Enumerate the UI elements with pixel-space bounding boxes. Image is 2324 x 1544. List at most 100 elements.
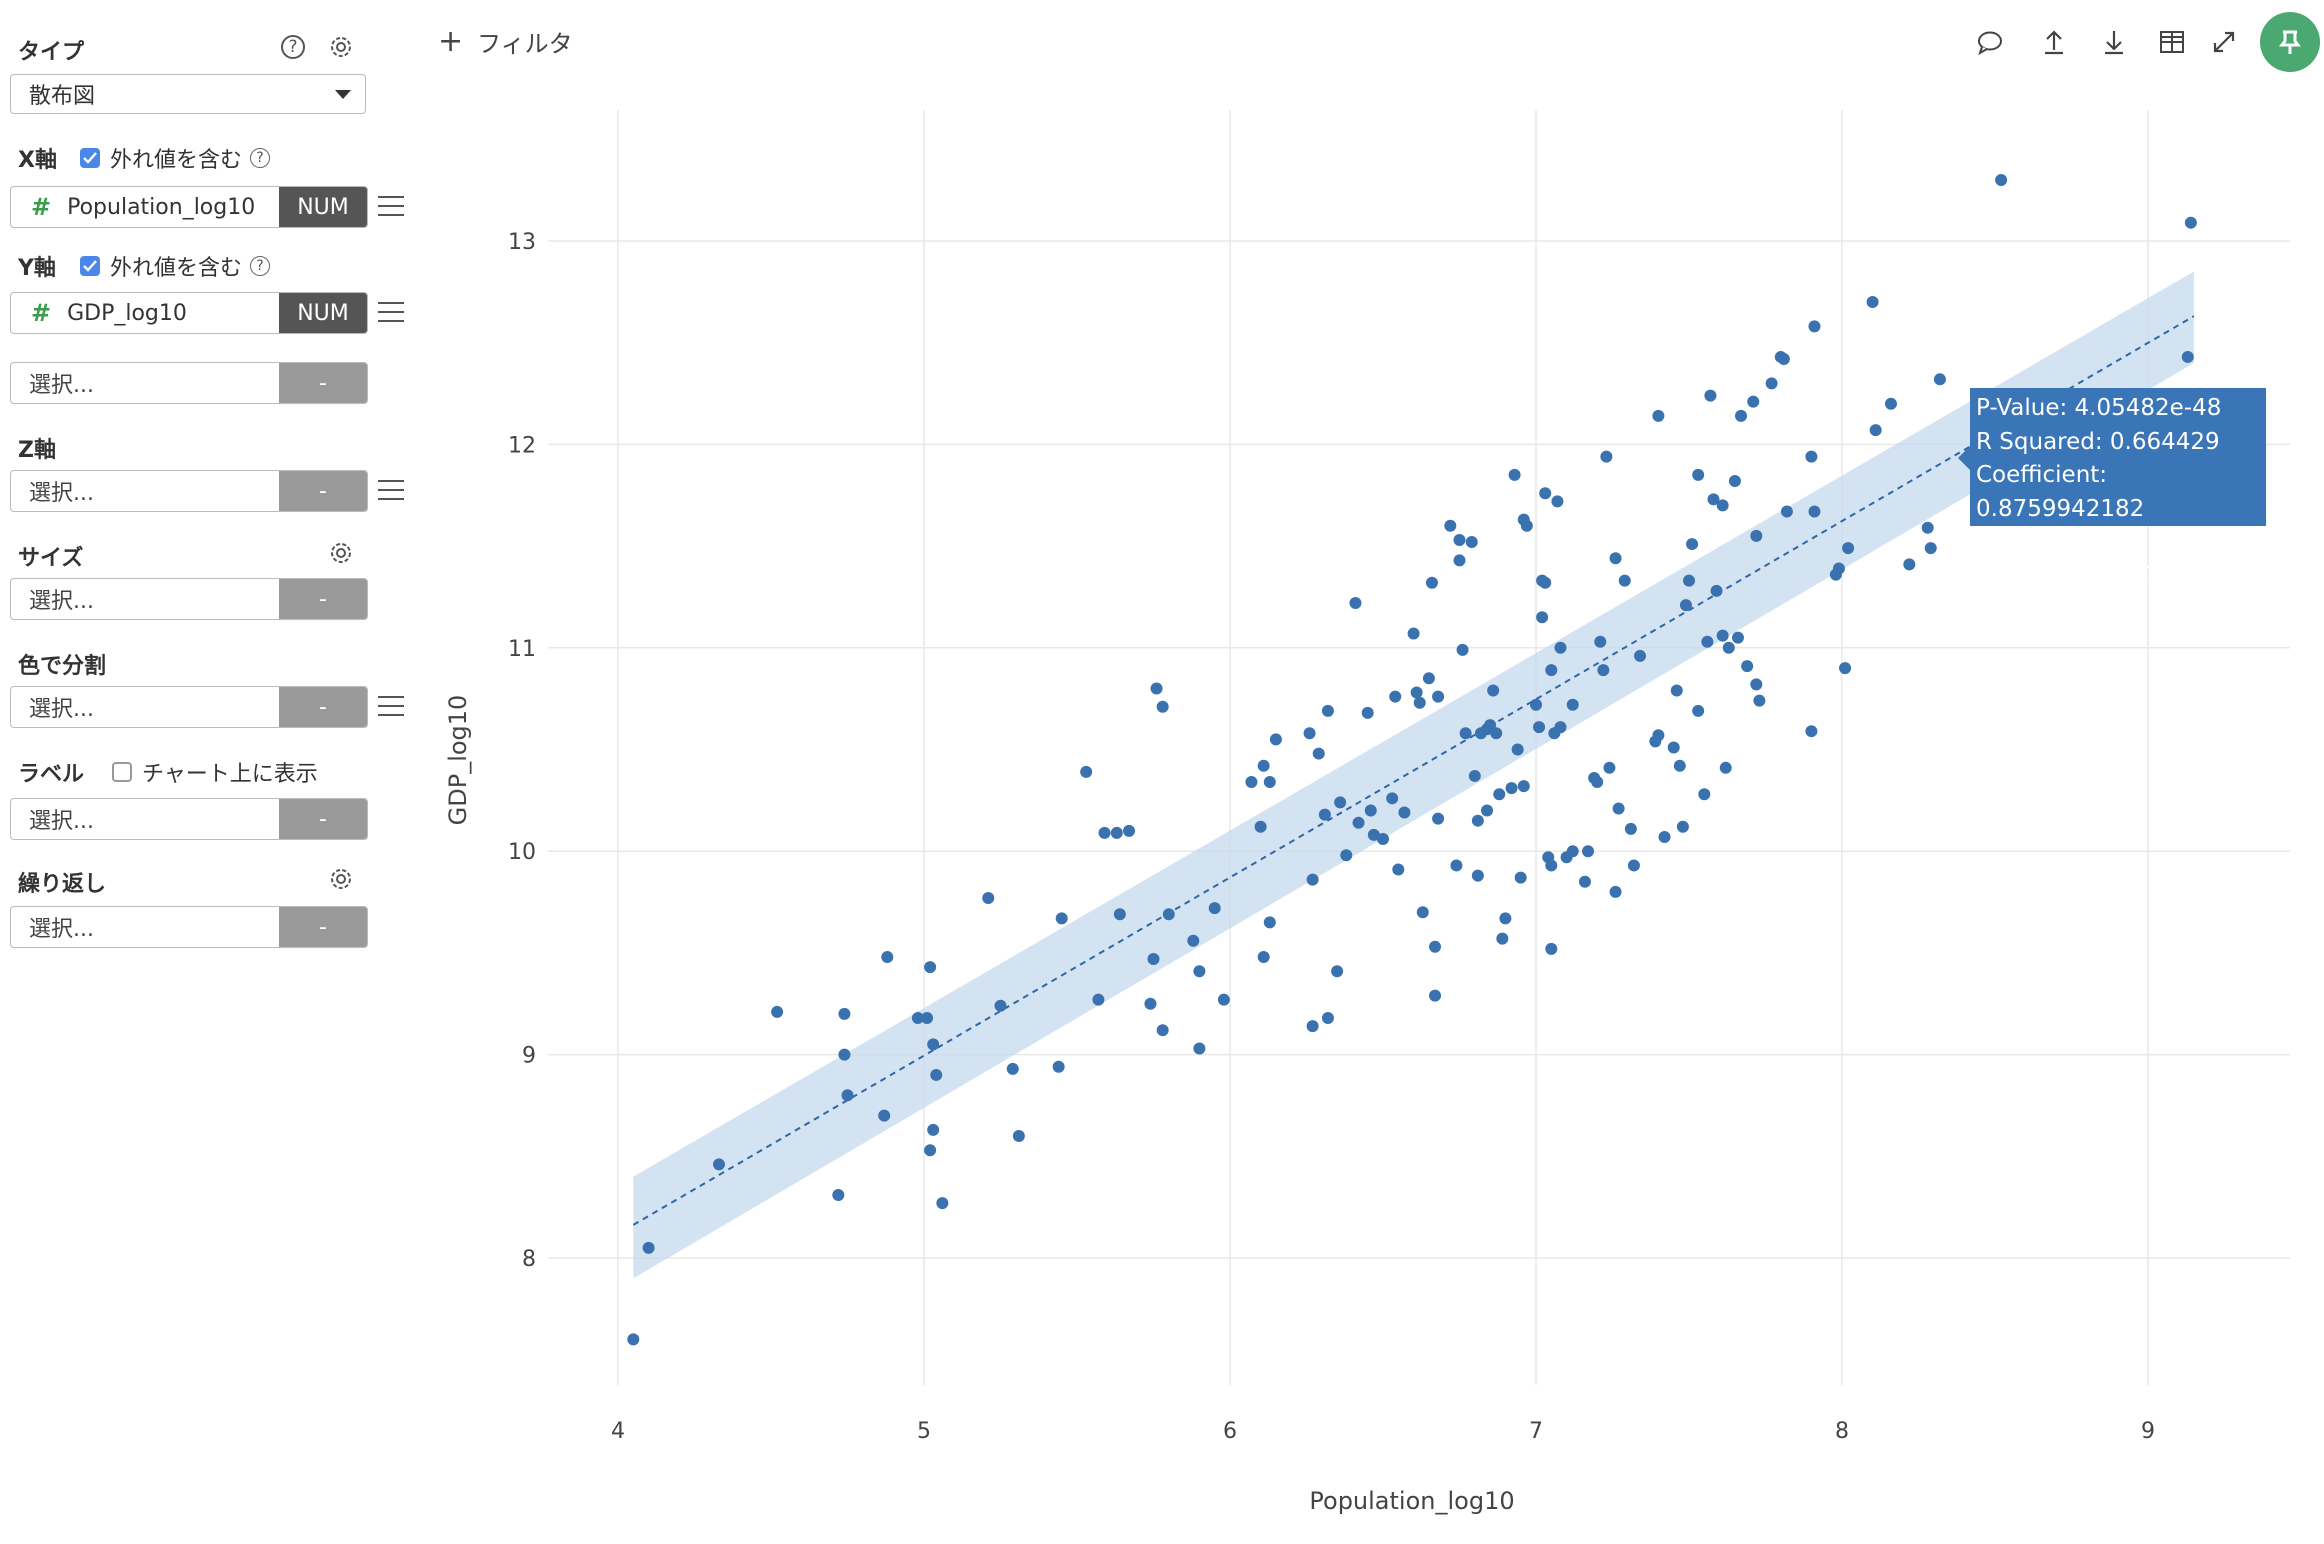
scatter-point[interactable] [1263, 916, 1276, 929]
scatter-point[interactable] [838, 1048, 851, 1061]
scatter-point[interactable] [1471, 814, 1484, 827]
scatter-point[interactable] [1006, 1062, 1019, 1075]
scatter-point[interactable] [1554, 721, 1567, 734]
scatter-point[interactable] [1603, 761, 1616, 774]
color-split-field[interactable]: 選択... - [10, 686, 368, 728]
scatter-point[interactable] [994, 999, 1007, 1012]
scatter-point[interactable] [1413, 696, 1426, 709]
hamburger-menu-icon[interactable] [378, 196, 404, 218]
scatter-point[interactable] [1921, 521, 1934, 534]
scatter-point[interactable] [1113, 908, 1126, 921]
scatter-point[interactable] [1367, 828, 1380, 841]
scatter-point[interactable] [1627, 859, 1640, 872]
scatter-point[interactable] [1456, 643, 1469, 656]
scatter-point[interactable] [1701, 635, 1714, 648]
scatter-point[interactable] [1539, 576, 1552, 589]
scatter-point[interactable] [1658, 830, 1671, 843]
scatter-point[interactable] [1156, 700, 1169, 713]
scatter-point[interactable] [1765, 377, 1778, 390]
scatter-point[interactable] [1416, 906, 1429, 919]
scatter-point[interactable] [1716, 499, 1729, 512]
scatter-point[interactable] [1741, 660, 1754, 673]
scatter-point[interactable] [1670, 684, 1683, 697]
scatter-point[interactable] [1364, 804, 1377, 817]
scatter-point[interactable] [1566, 698, 1579, 711]
scatter-point[interactable] [1780, 505, 1793, 518]
scatter-point[interactable] [1634, 649, 1647, 662]
scatter-point[interactable] [1517, 780, 1530, 793]
scatter-point[interactable] [1545, 859, 1558, 872]
scatter-point[interactable] [1514, 871, 1527, 884]
chart-type-select[interactable]: 散布図 [10, 74, 366, 114]
scatter-point[interactable] [1453, 554, 1466, 567]
scatter-point[interactable] [1098, 826, 1111, 839]
scatter-point[interactable] [1652, 409, 1665, 422]
scatter-point[interactable] [1554, 641, 1567, 654]
scatter-point[interactable] [1667, 741, 1680, 754]
scatter-point[interactable] [1410, 686, 1423, 699]
scatter-point[interactable] [1716, 629, 1729, 642]
scatter-point[interactable] [1306, 1020, 1319, 1033]
scatter-point[interactable] [1499, 912, 1512, 925]
scatter-point[interactable] [1505, 782, 1518, 795]
scatter-point[interactable] [1352, 816, 1365, 829]
show-on-chart-checkbox[interactable] [112, 762, 132, 782]
scatter-point[interactable] [1539, 487, 1552, 500]
scatter-point[interactable] [1389, 690, 1402, 703]
scatter-point[interactable] [1839, 662, 1852, 675]
scatter-point[interactable] [1465, 536, 1478, 549]
scatter-point[interactable] [1750, 529, 1763, 542]
scatter-point[interactable] [927, 1038, 940, 1051]
scatter-point[interactable] [832, 1188, 845, 1201]
scatter-point[interactable] [1147, 953, 1160, 966]
scatter-point[interactable] [1566, 845, 1579, 858]
scatter-point[interactable] [1432, 690, 1445, 703]
scatter-point[interactable] [1269, 733, 1282, 746]
scatter-point[interactable] [1719, 761, 1732, 774]
scatter-point[interactable] [1753, 694, 1766, 707]
scatter-point[interactable] [2181, 350, 2194, 363]
scatter-point[interactable] [1597, 664, 1610, 677]
scatter-point[interactable] [1618, 574, 1631, 587]
scatter-point[interactable] [927, 1123, 940, 1136]
scatter-point[interactable] [1869, 424, 1882, 437]
scatter-point[interactable] [1924, 542, 1937, 555]
hamburger-menu-icon[interactable] [378, 302, 404, 324]
scatter-point[interactable] [1377, 832, 1389, 845]
scatter-point[interactable] [1536, 611, 1549, 624]
grid-icon[interactable] [2154, 24, 2190, 60]
scatter-point[interactable] [1679, 599, 1692, 612]
scatter-point[interactable] [1055, 912, 1068, 925]
scatter-point[interactable] [881, 950, 894, 963]
scatter-point[interactable] [1425, 576, 1438, 589]
scatter-point[interactable] [1673, 759, 1686, 772]
scatter-point[interactable] [1263, 776, 1276, 789]
scatter-point[interactable] [1747, 395, 1760, 408]
scatter-point[interactable] [1187, 934, 1200, 947]
scatter-point[interactable] [1429, 940, 1442, 953]
x-axis-field[interactable]: # Population_log10 NUM [10, 186, 368, 228]
scatter-point[interactable] [1334, 796, 1347, 809]
scatter-point[interactable] [1386, 792, 1399, 805]
scatter-point[interactable] [1545, 942, 1558, 955]
scatter-point[interactable] [921, 1011, 934, 1024]
scatter-point[interactable] [1484, 719, 1497, 732]
scatter-point[interactable] [1110, 826, 1123, 839]
scatter-point[interactable] [1487, 684, 1500, 697]
scatter-point[interactable] [1459, 727, 1472, 740]
scatter-point[interactable] [1245, 776, 1258, 789]
scatter-point[interactable] [1361, 706, 1374, 719]
scatter-point[interactable] [930, 1068, 943, 1081]
help-icon[interactable]: ? [250, 256, 271, 276]
scatter-point[interactable] [1080, 765, 1093, 778]
scatter-point[interactable] [1193, 965, 1206, 978]
scatter-point[interactable] [1493, 788, 1506, 801]
scatter-point[interactable] [1750, 678, 1763, 691]
scatter-point[interactable] [936, 1197, 949, 1210]
scatter-point[interactable] [1432, 812, 1445, 825]
scatter-point[interactable] [1349, 597, 1362, 610]
y-include-outliers-checkbox[interactable] [80, 256, 100, 276]
z-axis-field[interactable]: 選択... - [10, 470, 368, 512]
scatter-point[interactable] [982, 891, 995, 904]
scatter-point[interactable] [642, 1241, 655, 1254]
